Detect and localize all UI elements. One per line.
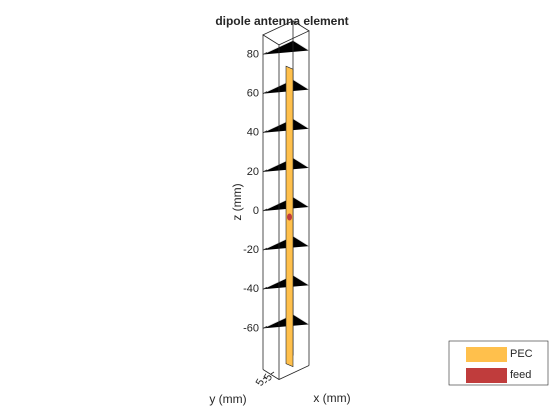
z-tick-label: -20 [243,244,259,256]
z-tick-label: -40 [243,283,259,295]
y-axis-label: y (mm) [209,392,246,406]
y-tick [262,376,267,380]
z-tick [262,326,268,329]
z-axis-label: z (mm) [230,183,244,220]
z-tick [262,130,268,134]
legend-label: PEC [510,348,533,360]
z-tick-label: 60 [247,87,259,99]
y-tick-label: 5 [254,377,267,388]
x-axis-label: x (mm) [313,391,350,405]
z-tick [262,247,268,251]
legend-label: feed [510,369,531,381]
z-tick [262,208,268,212]
legend-swatch [466,347,507,362]
z-tick-label: 20 [247,166,259,178]
feed [287,213,292,221]
legend-swatch [466,368,507,383]
chart-title: dipole antenna element [215,14,348,28]
z-tick [262,286,268,290]
z-tick-label: 80 [247,48,259,60]
z-tick [262,169,268,173]
z-tick-label: 40 [247,127,259,139]
z-tick-label: -60 [243,322,259,334]
y-tick [270,371,275,375]
z-tick-label: 0 [253,205,259,217]
z-tick [262,91,268,94]
z-tick [262,52,268,55]
